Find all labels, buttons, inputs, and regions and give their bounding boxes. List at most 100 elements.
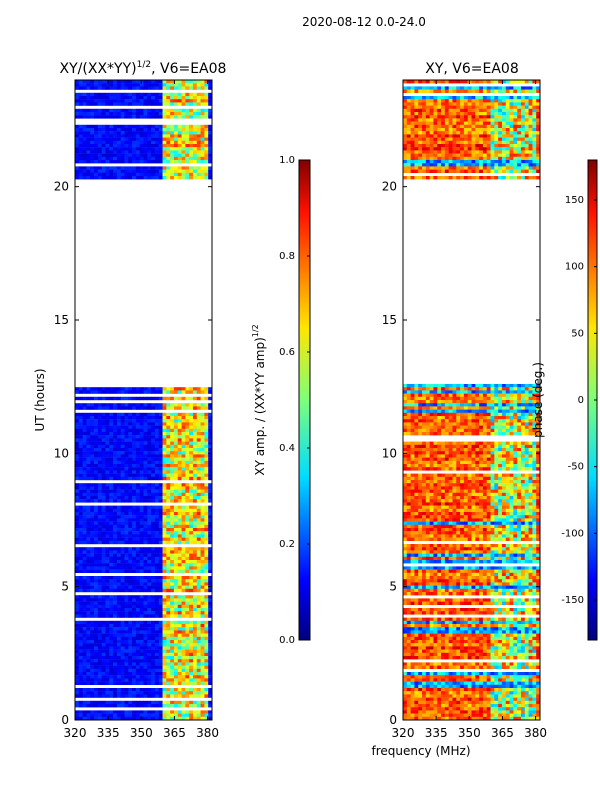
heatmap-cell xyxy=(120,710,125,714)
heatmap-cell xyxy=(192,713,198,717)
heatmap-cell xyxy=(403,86,408,90)
heatmap-cell xyxy=(132,160,137,164)
heatmap-cell xyxy=(97,131,103,135)
heatmap-cell xyxy=(86,470,91,474)
heatmap-cell xyxy=(189,713,194,717)
heatmap-cell xyxy=(147,656,152,660)
heatmap-cell xyxy=(97,476,103,481)
heatmap-cell xyxy=(120,147,125,151)
heatmap-cell xyxy=(162,704,167,708)
heatmap-cell xyxy=(418,86,423,90)
heatmap-cell xyxy=(82,518,87,522)
heatmap-cell xyxy=(189,403,194,407)
heatmap-cell xyxy=(124,486,129,490)
heatmap-cell xyxy=(204,147,209,151)
heatmap-cell xyxy=(90,160,95,164)
heatmap-cell xyxy=(139,115,144,119)
heatmap-cell xyxy=(158,169,163,173)
heatmap-cell xyxy=(162,156,167,161)
heatmap-cell xyxy=(189,160,194,164)
heatmap-cell xyxy=(124,387,129,391)
heatmap-cell xyxy=(192,444,198,449)
heatmap-cell xyxy=(192,489,198,493)
heatmap-cell xyxy=(139,124,144,129)
heatmap-cell xyxy=(97,428,103,433)
heatmap-cell xyxy=(200,473,205,477)
heatmap-cell xyxy=(109,582,114,586)
heatmap-cell xyxy=(196,620,201,625)
heatmap-cell xyxy=(139,643,144,647)
heatmap-cell xyxy=(135,524,141,529)
heatmap-cell xyxy=(170,470,175,474)
heatmap-cell xyxy=(86,147,91,151)
heatmap-cell xyxy=(86,566,91,570)
heatmap-cell xyxy=(173,467,179,471)
heatmap-cell xyxy=(128,556,133,561)
heatmap-cell xyxy=(403,140,408,145)
heatmap-cell xyxy=(189,102,194,106)
heatmap-cell xyxy=(482,134,488,138)
heatmap-cell xyxy=(444,80,450,84)
heatmap-cell xyxy=(154,128,160,132)
heatmap-cell xyxy=(200,556,205,561)
heatmap-cell xyxy=(192,550,198,554)
heatmap-cell xyxy=(90,83,95,87)
heatmap-cell xyxy=(463,121,469,125)
heatmap-cell xyxy=(113,169,118,173)
heatmap-cell xyxy=(109,470,114,474)
heatmap-cell xyxy=(97,691,103,695)
heatmap-cell xyxy=(444,105,450,109)
heatmap-cell xyxy=(463,102,469,106)
heatmap-cell xyxy=(116,486,122,490)
heatmap-cell xyxy=(482,128,488,132)
heatmap-cell xyxy=(173,656,179,660)
heatmap-cell xyxy=(189,457,194,461)
heatmap-cell xyxy=(181,640,186,644)
heatmap-cell xyxy=(177,83,182,87)
heatmap-cell xyxy=(192,537,198,541)
heatmap-cell xyxy=(185,390,190,394)
heatmap-cell xyxy=(128,668,133,673)
heatmap-cell xyxy=(181,128,186,132)
heatmap-cell xyxy=(189,140,194,145)
heatmap-cell xyxy=(456,140,461,145)
heatmap-cell xyxy=(147,422,152,426)
heatmap-cell xyxy=(97,656,103,660)
heatmap-cell xyxy=(177,441,182,445)
heatmap-cell xyxy=(128,112,133,116)
heatmap-cell xyxy=(200,518,205,522)
heatmap-cell xyxy=(147,531,152,535)
heatmap-cell xyxy=(78,476,84,481)
heatmap-cell xyxy=(192,560,198,564)
heatmap-cell xyxy=(162,115,167,119)
heatmap-cell xyxy=(78,160,84,164)
heatmap-cell xyxy=(139,563,144,567)
heatmap-cell xyxy=(97,595,103,599)
heatmap-cell xyxy=(82,112,87,116)
heatmap-cell xyxy=(113,428,118,433)
heatmap-cell xyxy=(520,124,526,129)
heatmap-cell xyxy=(490,96,495,100)
heatmap-cell xyxy=(452,128,457,132)
heatmap-cell xyxy=(505,105,510,109)
heatmap-cell xyxy=(536,86,541,90)
heatmap-cell xyxy=(441,134,446,138)
heatmap-cell xyxy=(166,636,171,641)
heatmap-cell xyxy=(113,620,118,625)
heatmap-cell xyxy=(105,672,110,676)
heatmap-cell xyxy=(204,713,209,717)
heatmap-cell xyxy=(139,576,144,580)
heatmap-cell xyxy=(97,700,103,705)
heatmap-cell xyxy=(170,515,175,519)
heatmap-cell xyxy=(185,672,190,676)
heatmap-cell xyxy=(97,537,103,541)
heatmap-cell xyxy=(185,569,190,573)
heatmap-cell xyxy=(90,96,95,100)
heatmap-cell xyxy=(151,387,156,391)
heatmap-cell xyxy=(113,540,118,545)
heatmap-cell xyxy=(101,528,106,532)
heatmap-cell xyxy=(528,121,533,125)
heatmap-cell xyxy=(151,435,156,439)
heatmap-cell xyxy=(154,649,160,653)
heatmap-cell xyxy=(437,140,442,145)
